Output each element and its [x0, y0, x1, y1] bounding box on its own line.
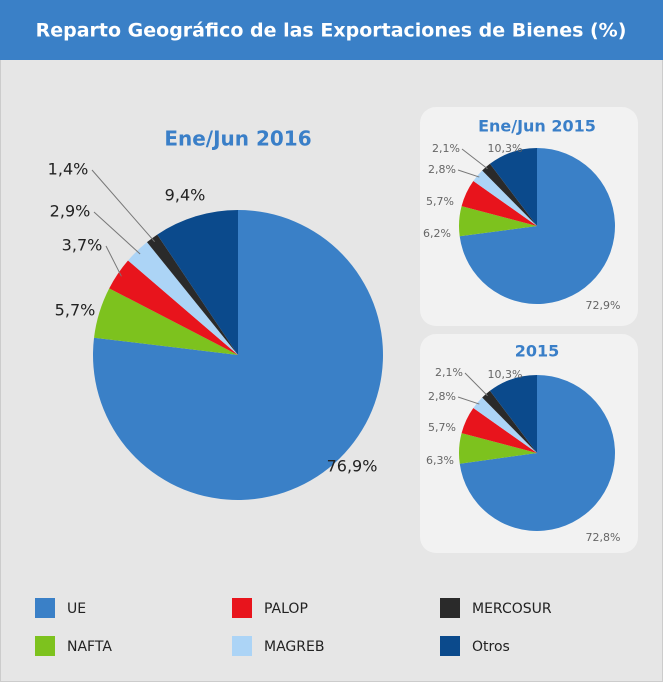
pie-slice [461, 180, 537, 226]
legend-label: NAFTA [67, 639, 112, 655]
pie-slice [146, 234, 238, 355]
data-label: 6,2% [423, 227, 451, 240]
data-label: 2,1% [435, 366, 463, 379]
data-label: 3,7% [62, 236, 103, 255]
pie-slice [109, 260, 238, 355]
data-label: 1,4% [48, 160, 89, 179]
legend-label: PALOP [264, 601, 308, 617]
pie-slice [459, 148, 615, 304]
data-label: 72,8% [586, 531, 621, 544]
pie-slice [473, 397, 537, 453]
leader-line [105, 245, 122, 277]
data-label: 6,3% [426, 454, 454, 467]
leader-line [461, 148, 488, 170]
chart-title: Reparto Geográfico de las Exportaciones … [36, 20, 627, 42]
pie-slice [459, 375, 615, 532]
pie-slice [482, 163, 537, 226]
data-label: 2,9% [50, 202, 91, 221]
legend-swatch [440, 636, 460, 656]
leader-line [464, 372, 488, 397]
data-label: 72,9% [586, 299, 621, 312]
legend-swatch [440, 598, 460, 618]
data-label: 10,3% [488, 368, 523, 381]
pie-slice [94, 288, 239, 355]
legend-label: Otros [472, 639, 510, 655]
leader-line [91, 169, 155, 243]
leader-line [93, 211, 141, 255]
data-label: 5,7% [55, 301, 96, 320]
data-label: 9,4% [165, 186, 206, 205]
pie-slice [482, 390, 537, 453]
pie-slice [458, 433, 537, 464]
leader-line [457, 169, 480, 178]
legend-label: MERCOSUR [472, 601, 552, 617]
data-label: 10,3% [488, 142, 523, 155]
data-label: 5,7% [428, 421, 456, 434]
pie-slice [461, 407, 537, 453]
leader-line [457, 396, 480, 405]
pie-slice [128, 242, 238, 355]
pie-title: Ene/Jun 2016 [164, 127, 311, 151]
legend-swatch [232, 636, 252, 656]
data-label: 2,8% [428, 390, 456, 403]
legend-swatch [35, 636, 55, 656]
header-bar [0, 0, 663, 60]
data-label: 76,9% [327, 457, 378, 476]
data-label: 2,8% [428, 163, 456, 176]
data-label: 5,7% [426, 195, 454, 208]
pie-slice [459, 206, 537, 237]
pie-title: 2015 [515, 342, 560, 361]
pie-slice [489, 375, 537, 453]
pie-slice [157, 210, 238, 355]
legend-swatch [35, 598, 55, 618]
data-label: 2,1% [432, 142, 460, 155]
pie-title: Ene/Jun 2015 [478, 117, 596, 136]
legend-swatch [232, 598, 252, 618]
pie-slice [92, 210, 383, 500]
pie-slice [489, 148, 537, 226]
legend-label: MAGREB [264, 639, 324, 655]
pie-slice [473, 170, 537, 226]
legend-label: UE [67, 601, 86, 617]
